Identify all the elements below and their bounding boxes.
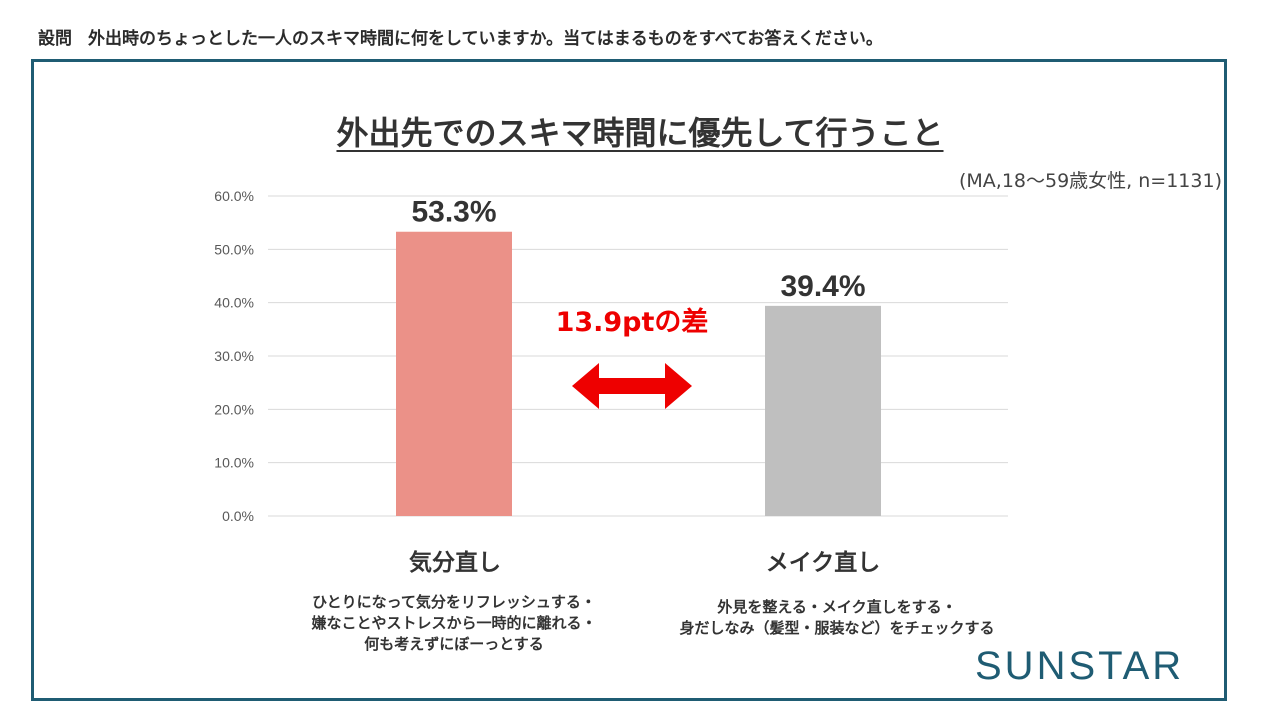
question-text: 設問 外出時のちょっとした一人のスキマ時間に何をしていますか。当てはまるものをすべ… <box>38 24 883 49</box>
description-line: 何も考えずにぼーっとする <box>364 635 544 653</box>
chart-title-text: 外出先でのスキマ時間に優先して行うこと <box>336 114 944 152</box>
difference-annotation: 13.9ptの差 <box>556 306 709 338</box>
chart-title: 外出先でのスキマ時間に優先して行うこと <box>0 108 1280 154</box>
category-label-kibun: 気分直し <box>409 550 501 576</box>
y-tick-label: 30.0% <box>214 348 254 364</box>
chart-frame <box>31 59 1227 701</box>
data-label: 53.3% <box>411 196 496 229</box>
y-tick-label: 10.0% <box>214 455 254 471</box>
bar <box>396 231 512 516</box>
y-tick-label: 20.0% <box>214 401 254 417</box>
description-line: ひとりになって気分をリフレッシュする・ <box>312 593 596 611</box>
y-tick-label: 50.0% <box>214 241 254 257</box>
description-line: 身だしなみ（髪型・服装など）をチェックする <box>679 619 995 637</box>
question-body: 外出時のちょっとした一人のスキマ時間に何をしていますか。当てはまるものをすべてお… <box>88 29 883 49</box>
y-tick-label: 60.0% <box>214 188 254 204</box>
y-tick-label: 0.0% <box>222 508 254 524</box>
bar <box>765 305 881 516</box>
description-line: 外見を整える・メイク直しをする・ <box>717 598 957 616</box>
category-label-makeup: メイク直し <box>765 550 881 576</box>
data-label: 39.4% <box>780 270 865 303</box>
category-description-kibun: ひとりになって気分をリフレッシュする・ 嫌なことやストレスから一時的に離れる・ … <box>254 592 654 655</box>
category-description-makeup: 外見を整える・メイク直しをする・ 身だしなみ（髪型・服装など）をチェックする <box>637 597 1037 639</box>
question-label: 設問 <box>38 29 72 49</box>
sample-note: (MA,18～59歳女性, n=1131) <box>958 170 1222 192</box>
double-arrow-icon <box>572 363 692 409</box>
sunstar-logo: SUNSTAR <box>975 644 1185 688</box>
y-tick-label: 40.0% <box>214 295 254 311</box>
description-line: 嫌なことやストレスから一時的に離れる・ <box>311 614 597 632</box>
